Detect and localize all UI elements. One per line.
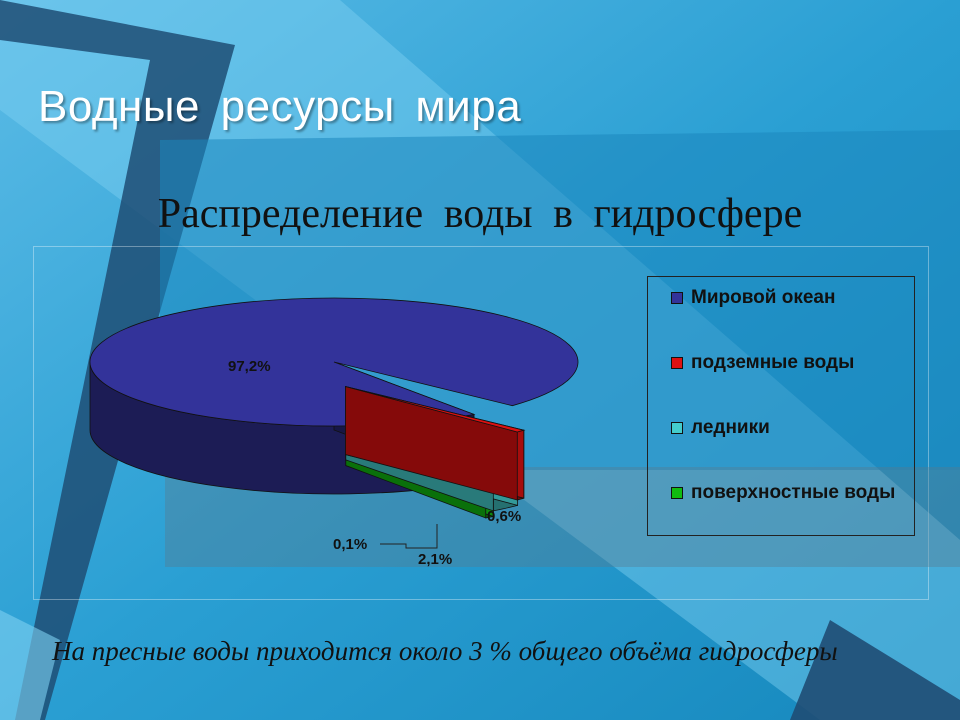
footnote: На пресные воды приходится около 3 % общ… bbox=[52, 636, 838, 666]
legend-label-glaciers: ледники bbox=[691, 417, 770, 438]
legend-item-ocean: Мировой океан bbox=[648, 286, 914, 351]
data-label-3: 0,1% bbox=[333, 536, 367, 553]
background-light-corner bbox=[0, 610, 60, 720]
slide-title: Водные ресурсы мира bbox=[38, 82, 522, 131]
legend-item-groundwater: подземные воды bbox=[648, 351, 914, 416]
data-label-1: 0,6% bbox=[487, 508, 521, 525]
legend-swatch-groundwater bbox=[671, 357, 683, 369]
pie-slice-1 bbox=[345, 385, 526, 501]
legend-swatch-ocean bbox=[671, 292, 683, 304]
legend-label-surface-water: поверхностные воды bbox=[691, 482, 896, 503]
chart-title: Распределение воды в гидросфере bbox=[157, 191, 803, 237]
legend-item-surface-water: поверхностные воды bbox=[648, 481, 914, 546]
legend-item-glaciers: ледники bbox=[648, 416, 914, 481]
chart-frame bbox=[33, 246, 929, 600]
chart-legend: Мировой океан подземные воды ледники пов… bbox=[647, 276, 915, 536]
pie-slice-top-1 bbox=[345, 386, 526, 433]
leader-line bbox=[380, 524, 438, 549]
data-label-2: 2,1% bbox=[418, 551, 452, 568]
legend-label-groundwater: подземные воды bbox=[691, 352, 855, 373]
data-label-0: 97,2% bbox=[228, 358, 271, 375]
legend-swatch-surface-water bbox=[671, 487, 683, 499]
legend-swatch-glaciers bbox=[671, 422, 683, 434]
background-dark-swoosh-bottom bbox=[790, 620, 960, 720]
legend-label-ocean: Мировой океан bbox=[691, 287, 836, 308]
pie-slice-top-0 bbox=[89, 297, 579, 427]
